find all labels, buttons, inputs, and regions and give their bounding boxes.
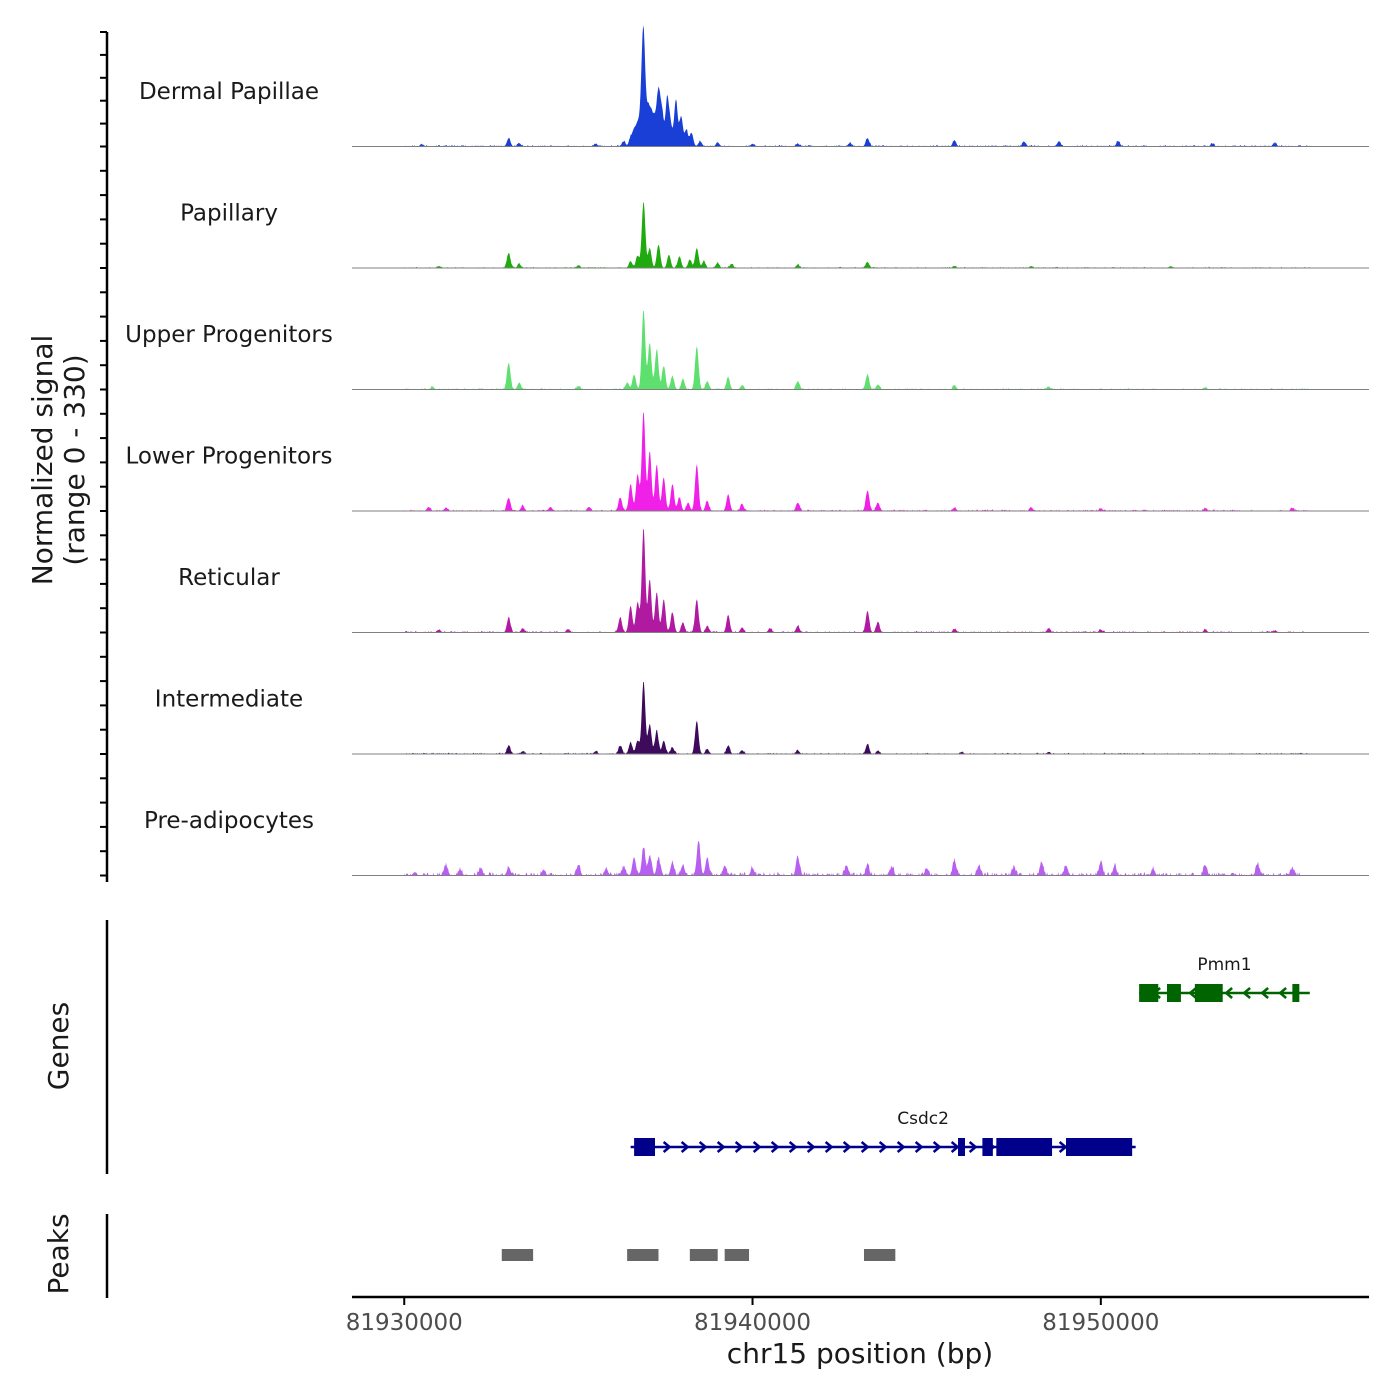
peak-region (501, 1249, 534, 1261)
strand-chevron (932, 1141, 942, 1153)
track-label: Papillary (180, 201, 278, 227)
strand-chevron (824, 1141, 834, 1153)
gene-exon (996, 1138, 1053, 1156)
gene-exon (1194, 984, 1223, 1002)
strand-chevron (716, 1141, 726, 1153)
strand-chevron (1260, 987, 1269, 999)
x-axis-ticks: 81930000 81940000 81950000 (346, 1297, 1159, 1336)
track-label: Dermal Papillae (139, 79, 319, 105)
coverage-track: Upper Progenitors (125, 311, 1369, 390)
strand-chevron (950, 1141, 960, 1153)
strand-chevron (1242, 987, 1251, 999)
coverage-track: Pre-adipocytes (144, 808, 1369, 876)
track-label: Intermediate (155, 687, 303, 713)
coverage-track: Intermediate (155, 682, 1369, 755)
coverage-area (404, 412, 1310, 511)
gene-label: Csdc2 (897, 1109, 949, 1129)
y-axis-coverage (100, 31, 109, 882)
strand-chevron (662, 1141, 672, 1153)
strand-chevron (770, 1141, 780, 1153)
gene-exon (1065, 1138, 1133, 1156)
peak-regions (501, 1249, 896, 1261)
coverage-area (404, 311, 1310, 390)
strand-chevron (1224, 987, 1233, 999)
strand-chevron (878, 1141, 888, 1153)
coverage-track: Dermal Papillae (139, 25, 1369, 147)
gene-label: Pmm1 (1197, 955, 1251, 975)
genes-panel-label: Genes (42, 1002, 75, 1090)
gene-model: Csdc2 (630, 1109, 1136, 1156)
x-tick-label: 81950000 (1042, 1310, 1159, 1336)
track-label: Upper Progenitors (125, 322, 333, 348)
strand-chevron (806, 1141, 816, 1153)
gene-exon (1292, 984, 1300, 1002)
x-axis-title: chr15 position (bp) (727, 1337, 993, 1370)
gene-exon (634, 1138, 656, 1156)
strand-chevron (896, 1141, 906, 1153)
track-label: Lower Progenitors (126, 444, 333, 470)
strand-chevron (842, 1141, 852, 1153)
track-label: Reticular (178, 565, 280, 591)
strand-chevron (680, 1141, 690, 1153)
coverage-track: Lower Progenitors (126, 412, 1369, 512)
gene-exon (1166, 984, 1181, 1002)
strand-chevron (1188, 987, 1197, 999)
coverage-track: Reticular (178, 529, 1369, 633)
gene-exon (958, 1138, 965, 1156)
strand-chevron (734, 1141, 744, 1153)
track-label: Pre-adipocytes (144, 808, 314, 834)
peaks-panel-label: Peaks (42, 1213, 75, 1294)
gene-exon (1139, 984, 1159, 1002)
strand-chevron (914, 1141, 924, 1153)
coverage-area (404, 202, 1310, 268)
gene-model: Pmm1 (1139, 955, 1310, 1002)
gene-exon (982, 1138, 993, 1156)
peak-region (724, 1249, 750, 1261)
strand-chevron (968, 1141, 978, 1153)
coverage-tracks: Dermal Papillae Papillary Upper Progenitor… (125, 25, 1369, 876)
strand-chevron (752, 1141, 762, 1153)
x-tick-label: 81940000 (694, 1310, 811, 1336)
coverage-track: Papillary (180, 201, 1369, 269)
y-axis-range: (range 0 - 330) (58, 354, 91, 565)
x-tick-label: 81930000 (346, 1310, 463, 1336)
strand-chevron (1278, 987, 1287, 999)
peak-region (627, 1249, 659, 1261)
y-axis-title: Normalized signal (26, 335, 59, 586)
peak-region (689, 1249, 718, 1261)
coverage-area (404, 25, 1310, 147)
coverage-area (404, 529, 1310, 633)
coverage-area (404, 682, 1310, 754)
coverage-area (404, 841, 1310, 876)
peak-region (863, 1249, 896, 1261)
strand-chevron (1058, 1141, 1068, 1153)
strand-chevron (860, 1141, 870, 1153)
strand-chevron (698, 1141, 708, 1153)
strand-chevron (788, 1141, 798, 1153)
gene-models: Pmm1 Csdc2 (630, 955, 1310, 1156)
